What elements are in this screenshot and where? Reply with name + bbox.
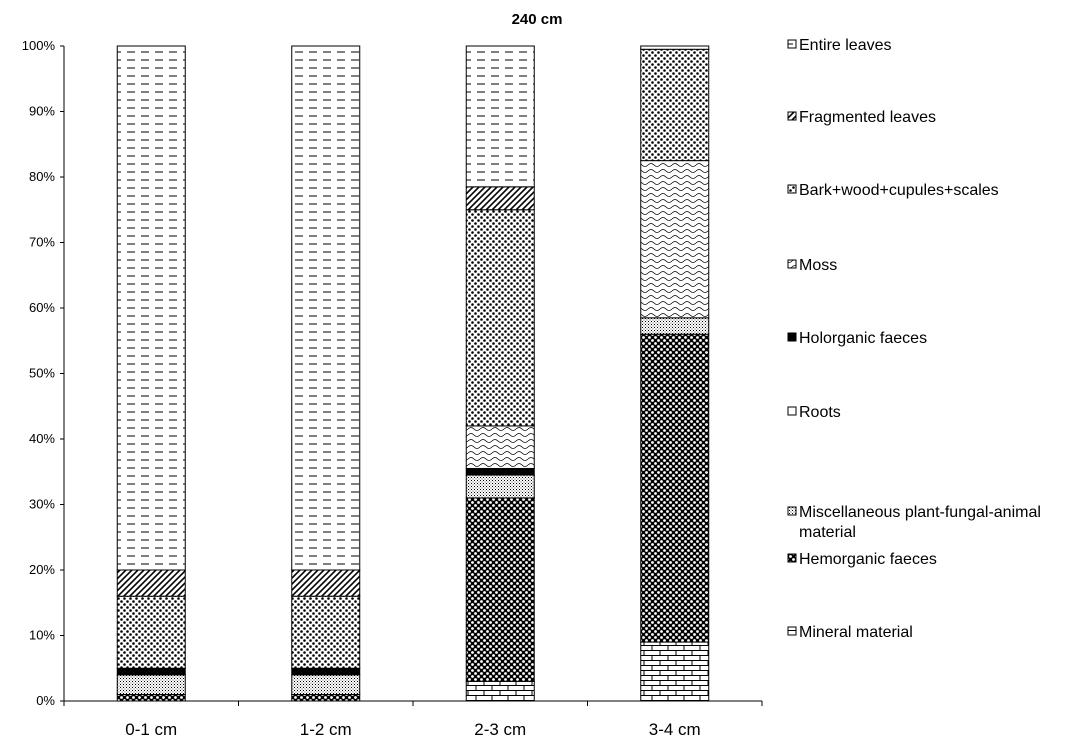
x-tick-label: 2-3 cm [474, 720, 526, 739]
bar-segment-entire-leaves [640, 45, 710, 50]
legend-swatch [787, 332, 797, 342]
bar-segment-hemorganic-faeces [291, 693, 361, 702]
legend: Entire leaves Fragmented leaves Bark+wood+… [787, 37, 1041, 641]
legend-label: Bark+wood+cupules+scales [799, 182, 999, 199]
y-tick-label: 70% [29, 235, 55, 250]
y-tick-label: 50% [29, 366, 55, 381]
bar-segment-bark-wood-cupules-scales [116, 595, 186, 669]
bar-segment-fragmented-leaves [116, 569, 186, 597]
bar-segment-hemorganic-faeces [465, 497, 535, 682]
legend-label: Holorganic faeces [799, 330, 927, 347]
legend-label: Hemorganic faeces [799, 551, 937, 568]
bar-segment-mineral-material [640, 641, 710, 702]
bar-segment-moss [465, 425, 535, 469]
bar-segment-bark-wood-cupules-scales [640, 48, 710, 162]
axes [63, 46, 763, 706]
legend-label: Mineral material [799, 624, 913, 641]
bar-segment-entire-leaves [116, 45, 186, 571]
y-tick-label: 30% [29, 497, 55, 512]
bar-segment-holorganic-faeces [116, 667, 186, 676]
bar-segment-entire-leaves [291, 45, 361, 571]
legend-swatch [787, 184, 797, 194]
y-tick-label: 60% [29, 300, 55, 315]
legend-swatch [787, 553, 797, 563]
legend-swatch [787, 506, 797, 516]
bars [116, 45, 710, 702]
legend-label: Miscellaneous plant-fungal-animal materia… [799, 504, 1041, 541]
y-axis: 0% 10% 20% 30% 40% 50% 60% 70% 80% 90% 100% [22, 38, 64, 708]
x-tick-label: 3-4 cm [649, 720, 701, 739]
bar-segment-hemorganic-faeces [116, 693, 186, 702]
x-tick-label: 1-2 cm [300, 720, 352, 739]
bar-segment-entire-leaves [465, 45, 535, 188]
legend-label: Fragmented leaves [799, 109, 936, 126]
bar-segment-mineral-material [465, 680, 535, 702]
legend-swatch [787, 406, 797, 416]
bar-segment-fragmented-leaves [291, 569, 361, 597]
bar-segment-moss [640, 160, 710, 319]
bar-segment-holorganic-faeces [465, 467, 535, 476]
y-tick-label: 90% [29, 104, 55, 119]
legend-swatch [787, 259, 797, 269]
x-tick-label: 0-1 cm [125, 720, 177, 739]
legend-label: Roots [799, 404, 841, 421]
y-tick-label: 20% [29, 562, 55, 577]
chart-title: 240 cm [512, 11, 563, 28]
y-tick-label: 100% [22, 38, 56, 53]
y-tick-label: 10% [29, 628, 55, 643]
bar-segment-miscellaneous-plant-fungal-animal-material [116, 674, 186, 695]
legend-swatch [787, 39, 797, 49]
legend-swatch [787, 626, 797, 636]
bar-segment-holorganic-faeces [291, 667, 361, 676]
bar-segment-bark-wood-cupules-scales [465, 209, 535, 427]
legend-label: Entire leaves [799, 37, 892, 54]
bar-segment-bark-wood-cupules-scales [291, 595, 361, 669]
bar-segment-hemorganic-faeces [640, 333, 710, 643]
bar-segment-fragmented-leaves [465, 186, 535, 211]
legend-swatch [787, 111, 797, 121]
y-tick-label: 0% [36, 693, 55, 708]
x-axis-labels: 0-1 cm 1-2 cm 2-3 cm 3-4 cm [125, 720, 700, 739]
bar-segment-miscellaneous-plant-fungal-animal-material [291, 674, 361, 695]
legend-label: Moss [799, 257, 837, 274]
y-tick-label: 80% [29, 169, 55, 184]
bar-segment-miscellaneous-plant-fungal-animal-material [465, 474, 535, 499]
y-tick-label: 40% [29, 431, 55, 446]
bar-segment-miscellaneous-plant-fungal-animal-material [640, 317, 710, 335]
